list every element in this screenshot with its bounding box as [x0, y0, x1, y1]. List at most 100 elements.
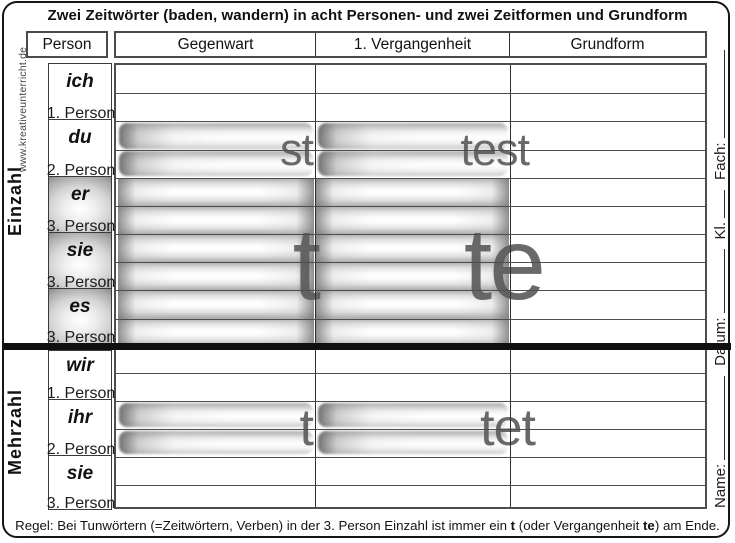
datum-field-line[interactable] [711, 249, 725, 314]
person-row-sie: sie 3. Person [47, 232, 115, 291]
ruled-line [116, 429, 705, 430]
person-row-er: er 3. Person [47, 176, 115, 235]
ruled-line [116, 234, 705, 235]
person-caption: 3. Person [46, 218, 116, 235]
section-label-einzahl: Einzahl [5, 166, 25, 237]
cell-es-gegenwart[interactable] [116, 290, 315, 345]
faded-word-block [316, 178, 509, 345]
section-label-mehrzahl: Mehrzahl [5, 389, 25, 476]
person-row-es: es 3. Person [47, 288, 115, 346]
rule-prefix: Regel: Bei Tunwörtern (=Zeitwörtern, Ver… [15, 518, 511, 533]
ruled-line [116, 121, 705, 122]
rule-sentence: Regel: Bei Tunwörtern (=Zeitwörtern, Ver… [0, 518, 735, 533]
faded-word-placeholder [119, 123, 313, 149]
page-border [2, 1, 730, 538]
kl-field-line[interactable] [711, 189, 725, 218]
person-caption: 2. Person [46, 441, 116, 458]
person-row-ich: ich 1. Person [47, 63, 115, 122]
ending-ihr-gegenwart: t [299, 399, 314, 457]
ruled-line [116, 457, 705, 458]
cell-du-gegenwart[interactable] [116, 121, 315, 178]
header-columns: Gegenwart 1. Vergangenheit Grundform [114, 31, 707, 58]
header-grundform: Grundform [509, 33, 705, 56]
faded-word-placeholder [318, 403, 508, 427]
column-divider [315, 65, 317, 507]
faded-word-placeholder [318, 151, 508, 176]
ruled-line [116, 290, 705, 291]
cell-sie-plural-grundform[interactable] [510, 457, 709, 509]
cell-du-grundform[interactable] [510, 121, 709, 178]
faded-word-placeholder [119, 431, 313, 454]
fach-field-label: Fach: [712, 142, 729, 180]
person-caption: 1. Person [46, 105, 116, 122]
ruled-line [116, 262, 705, 263]
person-row-du: du 2. Person [47, 119, 115, 179]
name-field-label: Name: [712, 463, 729, 508]
header-vergangenheit: 1. Vergangenheit [315, 33, 509, 56]
ending-ihr-vergangenheit: tet [480, 399, 536, 457]
rule-bold-t: t [510, 518, 516, 533]
cell-ich-gegenwart[interactable] [116, 65, 315, 121]
person-caption: 3. Person [46, 495, 116, 512]
cell-ich-vergangenheit[interactable] [315, 65, 510, 121]
ending-3p-vergangenheit: te [463, 206, 546, 321]
pronoun-label: sie [66, 463, 94, 484]
cell-ihr-grundform[interactable] [510, 401, 709, 457]
ruled-line [116, 319, 705, 320]
pronoun-label: er [71, 184, 89, 205]
cell-sie-vergangenheit[interactable] [315, 234, 510, 290]
faded-word-placeholder [318, 431, 508, 454]
faded-word-block [118, 178, 314, 345]
ruled-line [116, 150, 705, 151]
pronoun-label: ihr [67, 407, 93, 428]
person-caption: 3. Person [46, 329, 116, 346]
rule-bold-te: te [643, 518, 655, 533]
person-caption: 3. Person [46, 274, 116, 291]
cell-du-vergangenheit[interactable] [315, 121, 510, 178]
column-divider [510, 65, 512, 507]
ruled-line [116, 206, 705, 207]
ending-du-gegenwart: st [279, 123, 314, 175]
cell-sie-gegenwart[interactable] [116, 234, 315, 290]
cell-er-vergangenheit[interactable] [315, 178, 510, 234]
cell-ihr-gegenwart[interactable] [116, 401, 315, 457]
person-row-ihr: ihr 2. Person [47, 399, 115, 458]
ruled-line [116, 178, 705, 179]
cell-ich-grundform[interactable] [510, 65, 709, 121]
fach-field-line[interactable] [711, 50, 725, 139]
header-gegenwart: Gegenwart [177, 35, 254, 53]
ruled-line [116, 401, 705, 402]
page-title: Zwei Zeitwörter (baden, wandern) in acht… [47, 7, 688, 24]
cell-wir-gegenwart[interactable] [116, 353, 315, 401]
cell-er-gegenwart[interactable] [116, 178, 315, 234]
cell-sie-plural-vergangenheit[interactable] [315, 457, 510, 509]
cell-es-grundform[interactable] [510, 290, 709, 345]
cell-ihr-vergangenheit[interactable] [315, 401, 510, 457]
kl-field-label: Kl. [712, 221, 729, 240]
margin-fields: Name: Datum: Kl. Fach: [711, 30, 729, 508]
pronoun-label: du [68, 127, 92, 148]
header-person: Person [26, 31, 108, 58]
cell-wir-grundform[interactable] [510, 353, 709, 401]
cell-wir-vergangenheit[interactable] [315, 353, 510, 401]
ruled-line [116, 373, 705, 374]
cell-er-grundform[interactable] [510, 178, 709, 234]
ruled-line [116, 485, 705, 486]
cell-es-vergangenheit[interactable] [315, 290, 510, 345]
ruled-line [116, 93, 705, 94]
faded-word-placeholder [119, 151, 313, 176]
cell-sie-plural-gegenwart[interactable] [116, 457, 315, 509]
person-caption: 1. Person [46, 385, 116, 402]
cell-sie-grundform[interactable] [510, 234, 709, 290]
datum-field-label: Datum: [712, 317, 729, 366]
writing-grid: st test t te t tet [114, 63, 707, 509]
person-row-wir: wir 1. Person [47, 350, 115, 402]
rule-suffix: ) am Ende. [654, 518, 720, 533]
watermark-url: www.kreativeunterricht.de [17, 46, 29, 172]
faded-word-placeholder [119, 403, 313, 427]
name-field-line[interactable] [711, 375, 725, 460]
rule-middle: (oder Vergangenheit [515, 518, 643, 533]
person-row-sie-plural: sie 3. Person [47, 455, 115, 512]
person-caption: 2. Person [46, 162, 116, 179]
